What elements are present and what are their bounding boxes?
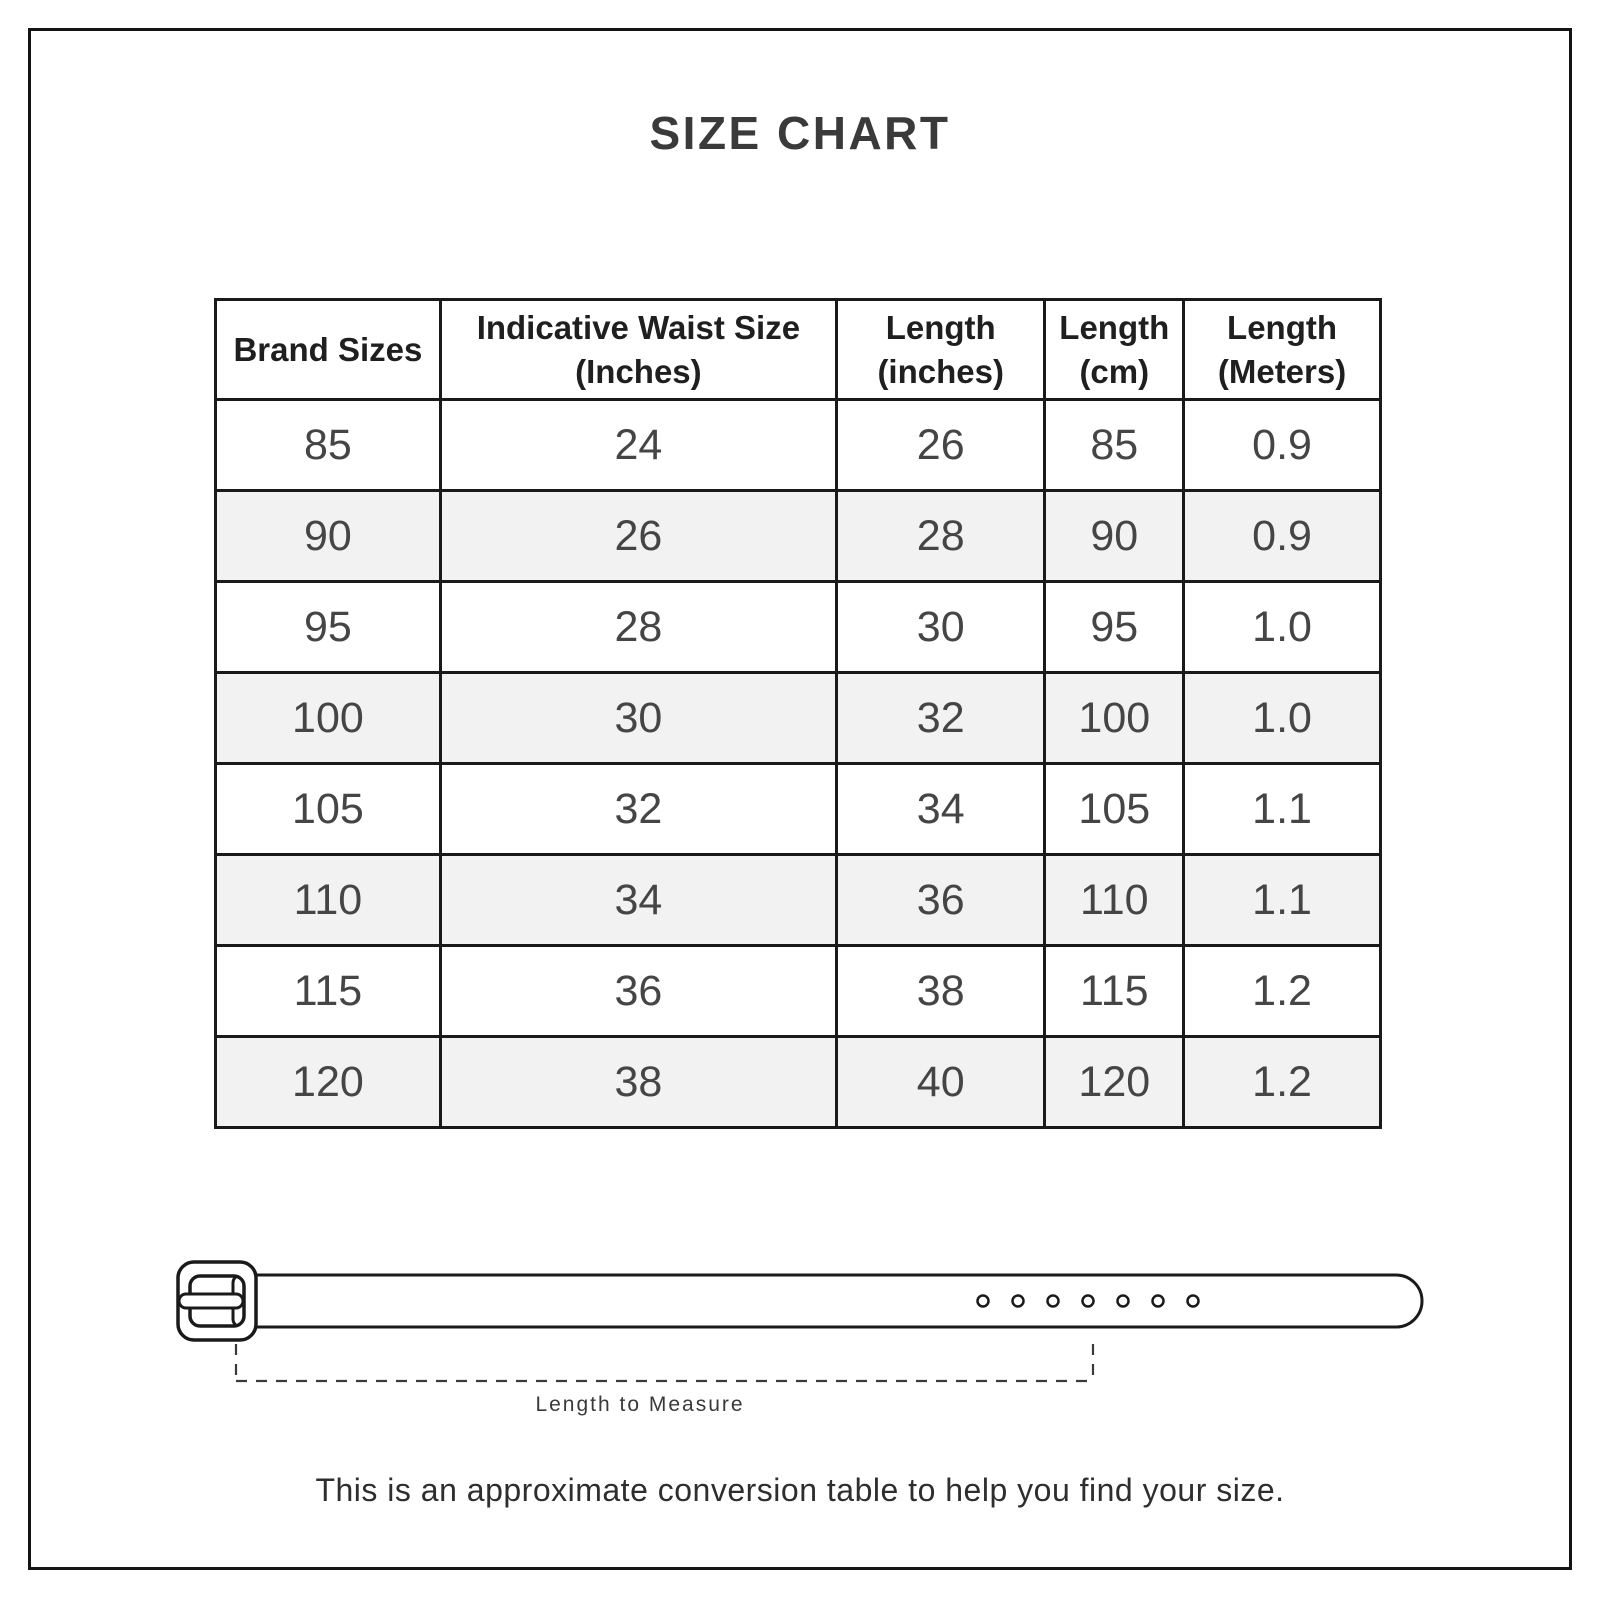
belt-hole <box>1151 1294 1165 1308</box>
table-cell: 0.9 <box>1182 489 1382 583</box>
table-cell: 115 <box>214 944 442 1038</box>
table-cell: 1.0 <box>1182 671 1382 765</box>
table-header-row: Brand Sizes Indicative Waist Size (Inches… <box>214 298 1382 401</box>
table-cell: 90 <box>214 489 442 583</box>
column-header-1: Indicative Waist Size (Inches) <box>438 298 838 401</box>
table-row: 85 24 26 85 0.9 <box>214 398 1382 492</box>
table-row: 115 36 38 115 1.2 <box>214 944 1382 1038</box>
table-cell: 1.1 <box>1182 762 1382 856</box>
column-header-0: Brand Sizes <box>214 298 442 401</box>
table-cell: 26 <box>834 398 1047 492</box>
table-cell: 100 <box>214 671 442 765</box>
belt-strap <box>231 1273 1424 1329</box>
table-cell: 115 <box>1043 944 1186 1038</box>
table-header: Brand Sizes Indicative Waist Size (Inches… <box>214 298 1382 401</box>
table-cell: 28 <box>438 580 838 674</box>
table-row: 105 32 34 105 1.1 <box>214 762 1382 856</box>
table-row: 120 38 40 120 1.2 <box>214 1035 1382 1129</box>
column-header-4: Length (Meters) <box>1182 298 1382 401</box>
belt-holes <box>976 1294 1200 1308</box>
table-cell: 110 <box>214 853 442 947</box>
table-cell: 1.2 <box>1182 944 1382 1038</box>
belt-hole <box>1081 1294 1095 1308</box>
table-cell: 32 <box>834 671 1047 765</box>
table-body: 85 24 26 85 0.9 90 26 28 90 0.9 95 28 30 95 1.0 100 30 32… <box>214 398 1382 1129</box>
belt-hole <box>976 1294 990 1308</box>
belt-hole <box>1011 1294 1025 1308</box>
table-cell: 34 <box>438 853 838 947</box>
table-cell: 85 <box>1043 398 1186 492</box>
table-cell: 30 <box>834 580 1047 674</box>
measure-dashed-bracket <box>234 1344 1095 1383</box>
table-cell: 120 <box>1043 1035 1186 1129</box>
table-cell: 38 <box>834 944 1047 1038</box>
table-cell: 0.9 <box>1182 398 1382 492</box>
table-cell: 26 <box>438 489 838 583</box>
belt-buckle <box>176 1260 258 1342</box>
page-title: SIZE CHART <box>649 107 951 159</box>
table-cell: 1.0 <box>1182 580 1382 674</box>
column-header-2: Length (inches) <box>834 298 1047 401</box>
measure-length-label: Length to Measure <box>535 1393 745 1416</box>
table-row: 90 26 28 90 0.9 <box>214 489 1382 583</box>
belt-hole <box>1186 1294 1200 1308</box>
footer-note: This is an approximate conversion table … <box>315 1472 1285 1508</box>
table-cell: 30 <box>438 671 838 765</box>
table-cell: 40 <box>834 1035 1047 1129</box>
table-cell: 34 <box>834 762 1047 856</box>
table-cell: 120 <box>214 1035 442 1129</box>
table-cell: 95 <box>214 580 442 674</box>
table-cell: 1.1 <box>1182 853 1382 947</box>
belt-hole <box>1046 1294 1060 1308</box>
column-header-3: Length (cm) <box>1043 298 1186 401</box>
table-row: 100 30 32 100 1.0 <box>214 671 1382 765</box>
table-cell: 28 <box>834 489 1047 583</box>
table-cell: 36 <box>438 944 838 1038</box>
table-cell: 24 <box>438 398 838 492</box>
table-cell: 38 <box>438 1035 838 1129</box>
belt-buckle-prong <box>177 1292 245 1310</box>
table-row: 95 28 30 95 1.0 <box>214 580 1382 674</box>
belt-hole <box>1116 1294 1130 1308</box>
table-cell: 100 <box>1043 671 1186 765</box>
table-cell: 110 <box>1043 853 1186 947</box>
table-cell: 36 <box>834 853 1047 947</box>
table-cell: 105 <box>1043 762 1186 856</box>
table-cell: 1.2 <box>1182 1035 1382 1129</box>
table-cell: 95 <box>1043 580 1186 674</box>
table-cell: 32 <box>438 762 838 856</box>
table-cell: 105 <box>214 762 442 856</box>
size-chart-table: Brand Sizes Indicative Waist Size (Inches… <box>214 298 1382 1129</box>
table-row: 110 34 36 110 1.1 <box>214 853 1382 947</box>
table-cell: 85 <box>214 398 442 492</box>
table-cell: 90 <box>1043 489 1186 583</box>
